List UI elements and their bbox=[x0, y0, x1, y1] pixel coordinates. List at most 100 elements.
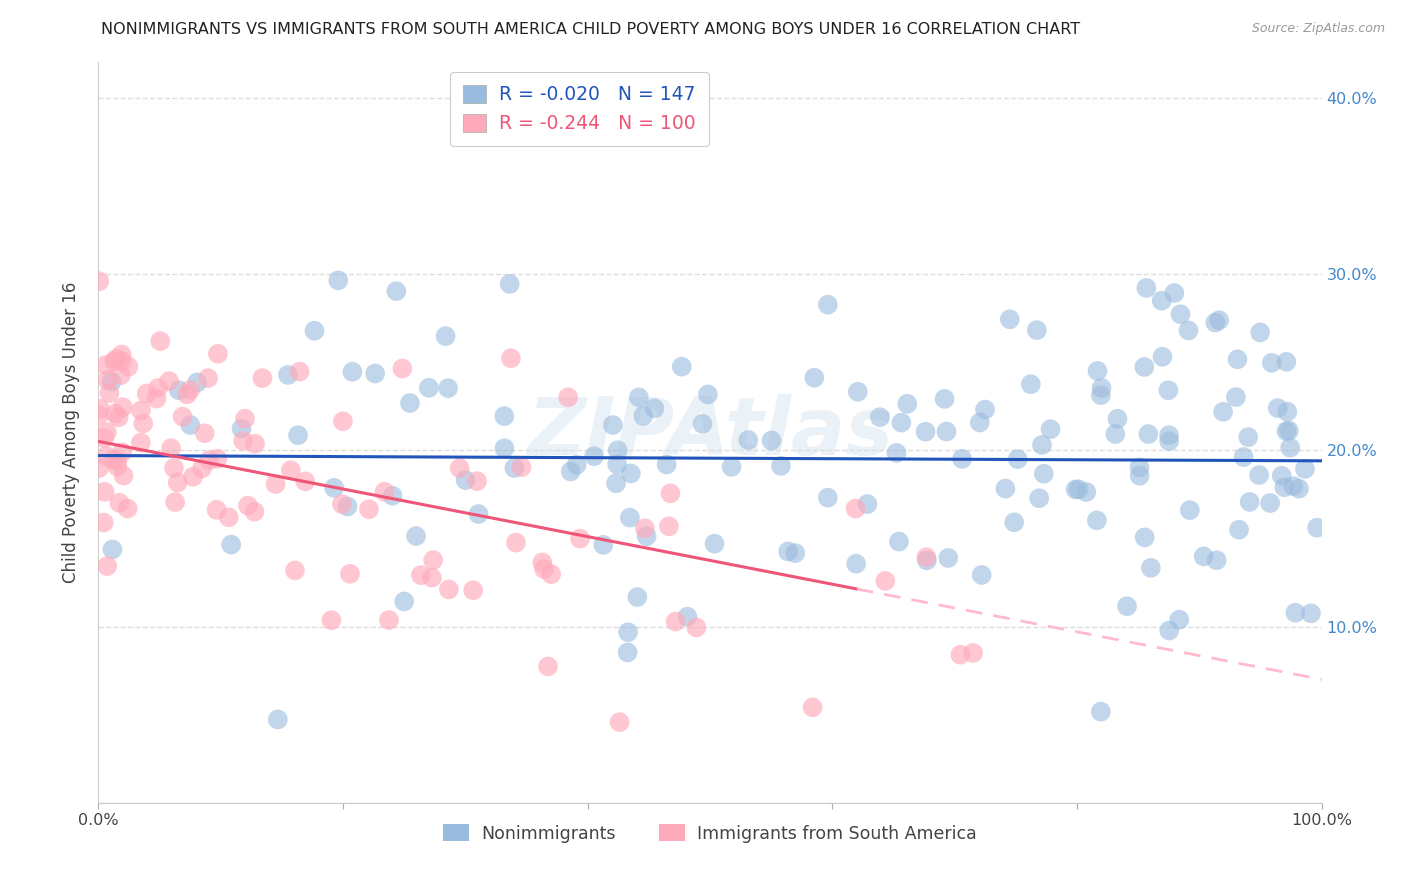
Point bbox=[531, 556, 554, 570]
Point bbox=[304, 324, 326, 338]
Point bbox=[1267, 401, 1289, 416]
Point bbox=[503, 461, 526, 475]
Point bbox=[1225, 390, 1247, 404]
Point bbox=[636, 529, 658, 543]
Point bbox=[157, 374, 180, 388]
Point bbox=[243, 436, 266, 450]
Point bbox=[186, 376, 208, 390]
Point bbox=[1279, 441, 1302, 455]
Text: NONIMMIGRANTS VS IMMIGRANTS FROM SOUTH AMERICA CHILD POVERTY AMONG BOYS UNDER 16: NONIMMIGRANTS VS IMMIGRANTS FROM SOUTH A… bbox=[101, 22, 1080, 37]
Point bbox=[96, 373, 118, 387]
Point bbox=[494, 442, 516, 456]
Point bbox=[875, 574, 897, 588]
Point bbox=[633, 409, 655, 423]
Point bbox=[409, 568, 432, 582]
Point bbox=[392, 594, 415, 608]
Point bbox=[778, 544, 800, 558]
Point bbox=[1170, 307, 1192, 321]
Point bbox=[104, 407, 127, 421]
Point bbox=[167, 383, 190, 397]
Point bbox=[1271, 468, 1294, 483]
Point bbox=[89, 461, 111, 475]
Point bbox=[817, 298, 839, 312]
Point bbox=[132, 417, 155, 431]
Point bbox=[264, 477, 287, 491]
Point bbox=[422, 553, 444, 567]
Point bbox=[499, 351, 522, 366]
Point bbox=[658, 519, 681, 533]
Point bbox=[165, 495, 187, 509]
Point bbox=[330, 497, 353, 511]
Y-axis label: Child Poverty Among Boys Under 16: Child Poverty Among Boys Under 16 bbox=[62, 282, 80, 583]
Legend: Nonimmigrants, Immigrants from South America: Nonimmigrants, Immigrants from South Ame… bbox=[436, 818, 984, 850]
Point bbox=[336, 500, 359, 514]
Text: Source: ZipAtlas.com: Source: ZipAtlas.com bbox=[1251, 22, 1385, 36]
Point bbox=[1039, 422, 1062, 436]
Point bbox=[803, 370, 825, 384]
Point bbox=[1090, 388, 1112, 402]
Point bbox=[465, 474, 488, 488]
Point bbox=[1129, 468, 1152, 483]
Point bbox=[602, 417, 624, 432]
Point bbox=[135, 386, 157, 401]
Point bbox=[1025, 323, 1047, 337]
Point bbox=[176, 387, 198, 401]
Point bbox=[163, 461, 186, 475]
Point bbox=[1208, 313, 1230, 327]
Point bbox=[1140, 561, 1163, 575]
Point bbox=[117, 501, 139, 516]
Point bbox=[1157, 384, 1180, 398]
Point bbox=[1284, 606, 1306, 620]
Point bbox=[1249, 468, 1271, 483]
Point bbox=[149, 334, 172, 348]
Point bbox=[1163, 286, 1185, 301]
Point bbox=[280, 463, 302, 477]
Point bbox=[655, 458, 678, 472]
Point bbox=[1261, 356, 1284, 370]
Point bbox=[96, 425, 118, 439]
Point bbox=[231, 422, 253, 436]
Point bbox=[1237, 430, 1260, 444]
Point bbox=[100, 375, 122, 389]
Point bbox=[499, 277, 522, 291]
Point bbox=[129, 403, 152, 417]
Point bbox=[540, 567, 562, 582]
Point bbox=[449, 461, 471, 475]
Point bbox=[107, 459, 129, 474]
Point bbox=[1159, 624, 1181, 638]
Point bbox=[399, 396, 422, 410]
Point bbox=[467, 507, 489, 521]
Point bbox=[179, 417, 201, 432]
Point bbox=[696, 387, 718, 401]
Point bbox=[801, 700, 824, 714]
Point bbox=[974, 402, 997, 417]
Point bbox=[111, 354, 134, 368]
Point bbox=[1007, 452, 1029, 467]
Point bbox=[1116, 599, 1139, 614]
Point bbox=[160, 441, 183, 455]
Point bbox=[89, 401, 111, 416]
Point bbox=[294, 475, 316, 489]
Point bbox=[510, 460, 533, 475]
Point bbox=[405, 529, 427, 543]
Point bbox=[378, 613, 401, 627]
Point bbox=[671, 359, 693, 374]
Point bbox=[1278, 424, 1301, 438]
Point bbox=[998, 312, 1021, 326]
Point bbox=[703, 536, 725, 550]
Point bbox=[1177, 323, 1199, 337]
Point bbox=[869, 410, 891, 425]
Point bbox=[420, 571, 443, 585]
Point bbox=[236, 499, 259, 513]
Point bbox=[218, 510, 240, 524]
Point bbox=[583, 449, 606, 463]
Point bbox=[1227, 523, 1250, 537]
Point bbox=[845, 557, 868, 571]
Point bbox=[94, 358, 117, 372]
Point bbox=[1028, 491, 1050, 506]
Point bbox=[107, 410, 129, 425]
Point bbox=[665, 615, 688, 629]
Point bbox=[1282, 479, 1305, 493]
Point bbox=[609, 715, 631, 730]
Point bbox=[93, 431, 115, 445]
